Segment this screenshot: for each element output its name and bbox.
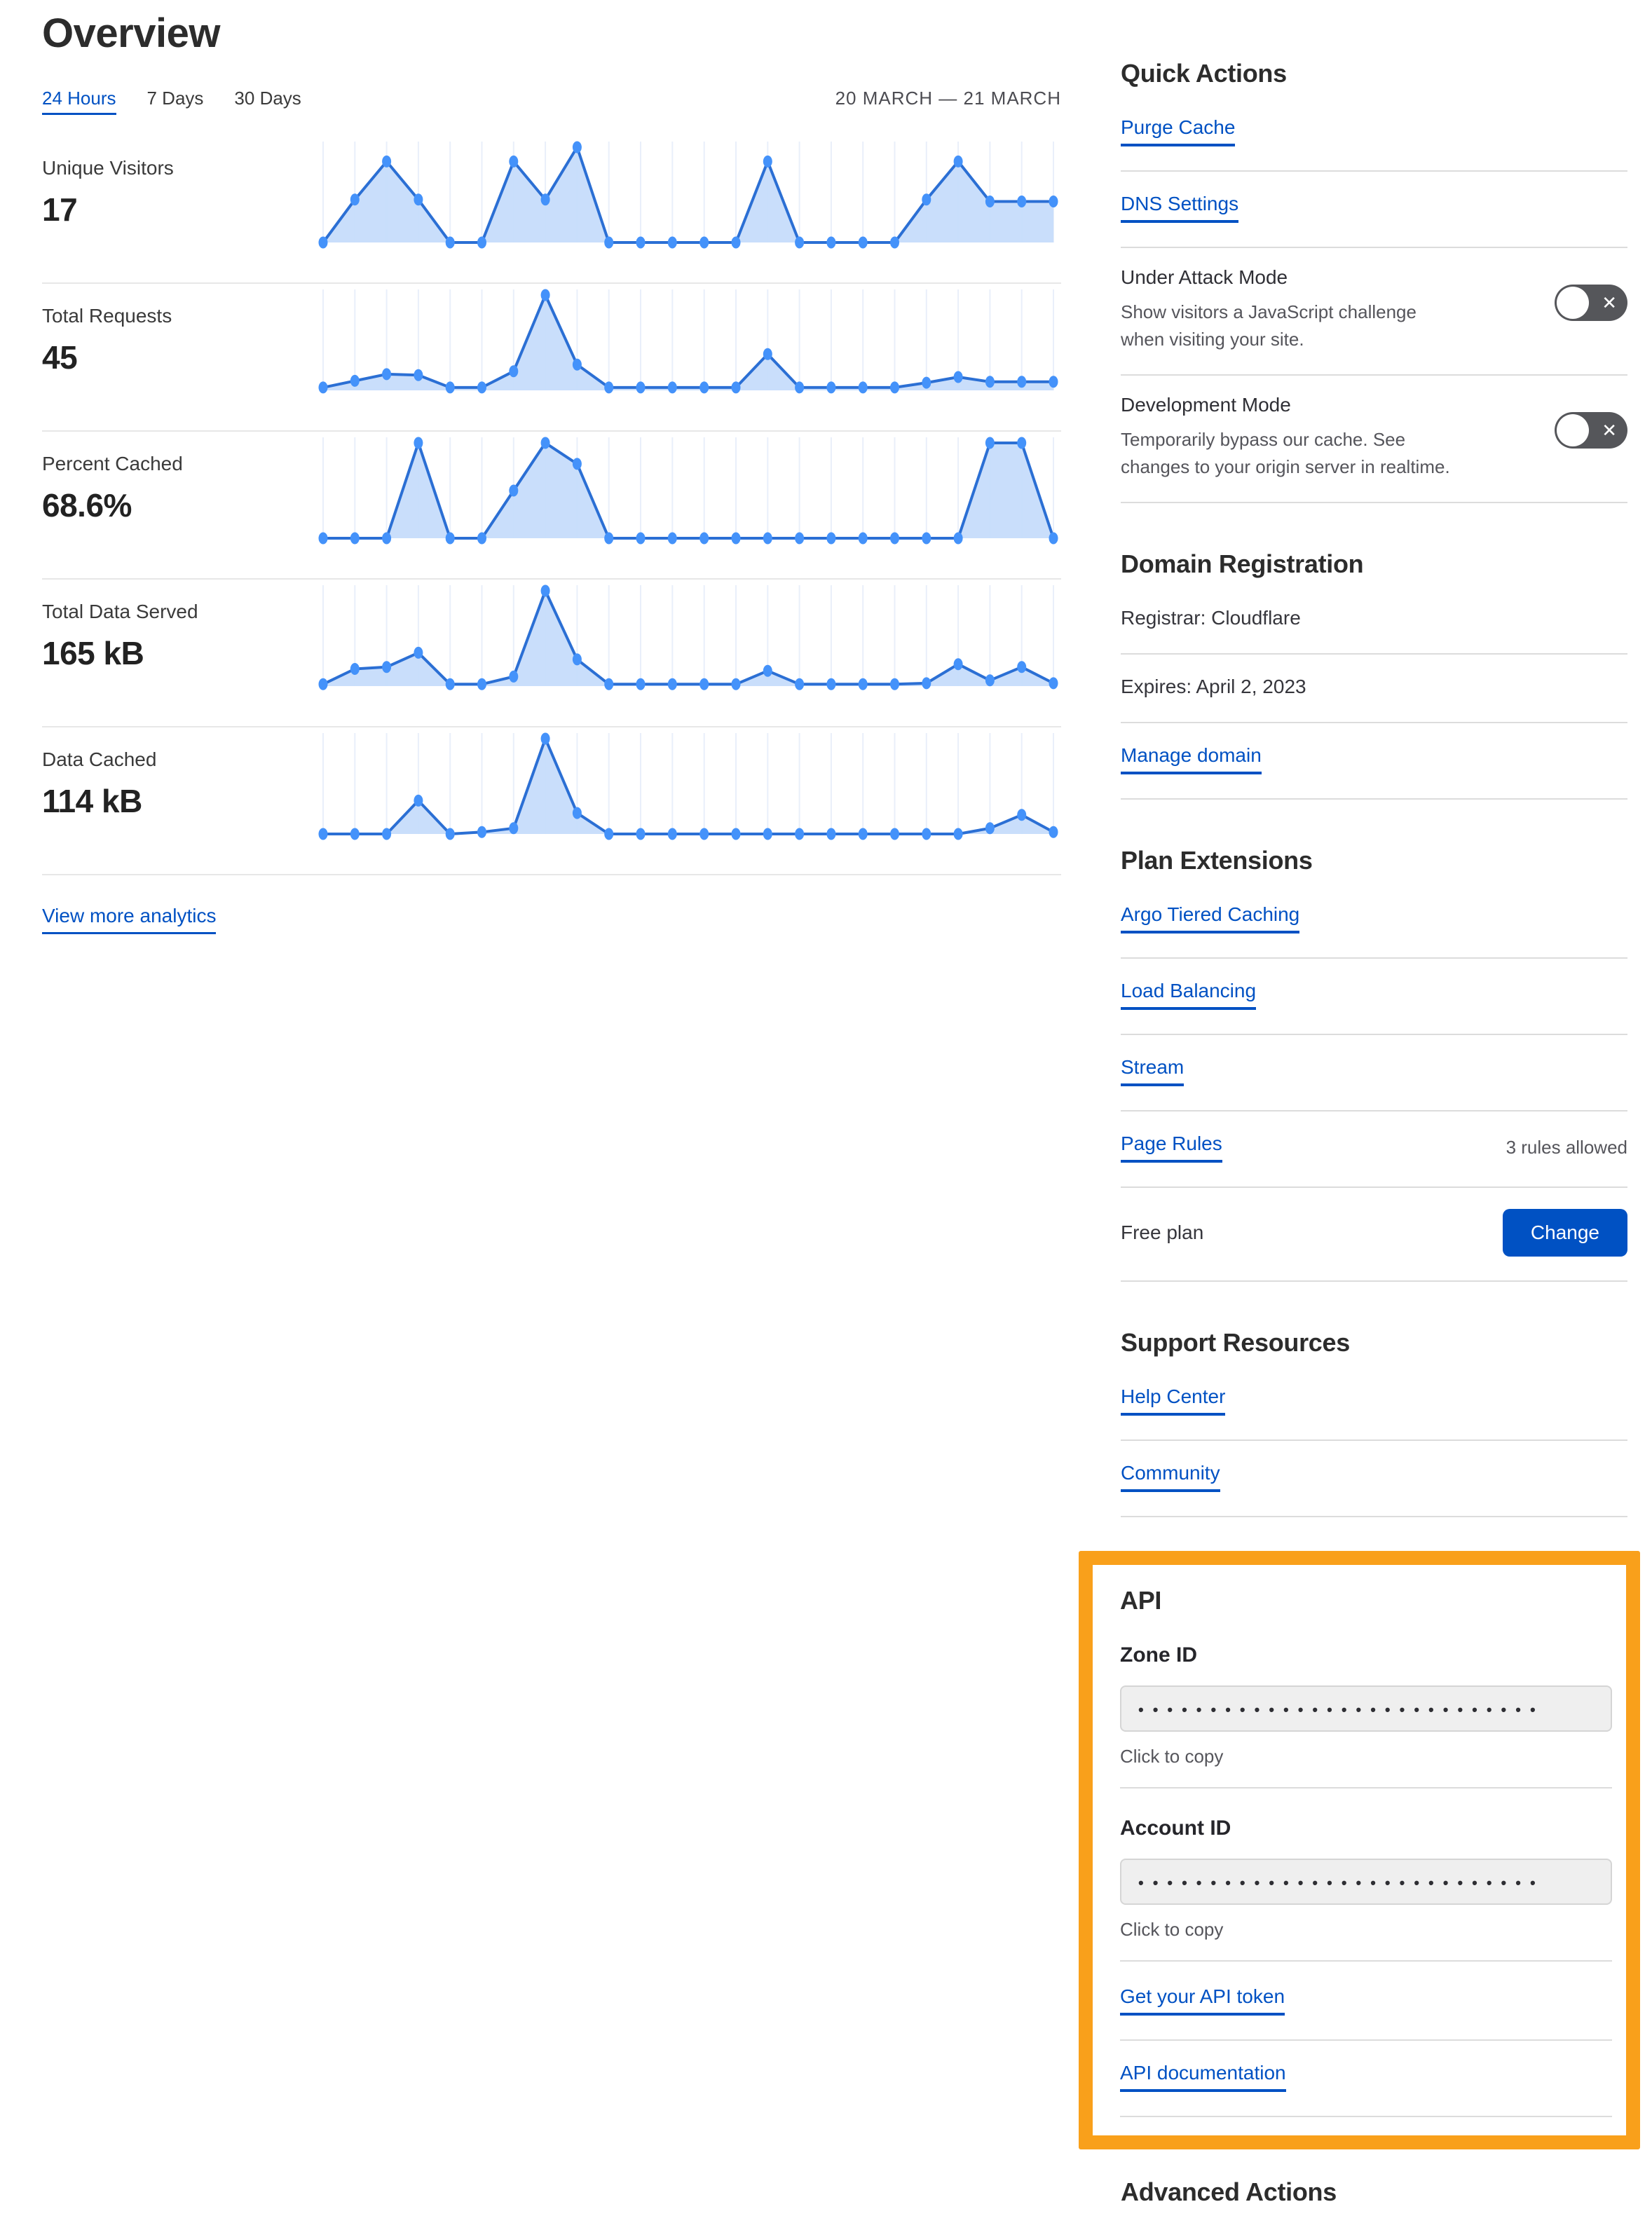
- sparkline-chart-total-data-served: [315, 581, 1061, 697]
- help-center-link[interactable]: Help Center: [1121, 1386, 1226, 1416]
- purge-cache-link[interactable]: Purge Cache: [1121, 116, 1236, 146]
- under-attack-mode-title: Under Attack Mode: [1121, 266, 1288, 288]
- metric-info: Data Cached 114 kB: [42, 748, 156, 820]
- metric-row-unique-visitors: Unique Visitors 17: [42, 136, 1061, 284]
- tab-24-hours[interactable]: 24 Hours: [42, 88, 116, 115]
- zone-id-copy-hint: Click to copy: [1120, 1746, 1224, 1767]
- zone-id-field[interactable]: ••••••••••••••••••••••••••••: [1120, 1685, 1612, 1732]
- development-mode-title: Development Mode: [1121, 394, 1291, 416]
- domain-registration-heading: Domain Registration: [1121, 549, 1364, 578]
- manage-domain-link[interactable]: Manage domain: [1121, 744, 1262, 774]
- sparkline-chart-percent-cached: [315, 433, 1061, 549]
- stream-link[interactable]: Stream: [1121, 1056, 1185, 1086]
- change-plan-button[interactable]: Change: [1502, 1209, 1627, 1257]
- plan-extensions-heading: Plan Extensions: [1121, 846, 1313, 875]
- development-mode-row: Development Mode Temporarily bypass our …: [1121, 376, 1627, 503]
- account-id-label: Account ID: [1120, 1817, 1231, 1840]
- metric-label: Total Data Served: [42, 601, 198, 622]
- community-link[interactable]: Community: [1121, 1462, 1220, 1492]
- page-title: Overview: [42, 11, 220, 56]
- advanced-action-row: Pause Cloudflare on Site: [1121, 2207, 1627, 2223]
- load-balancing-link[interactable]: Load Balancing: [1121, 980, 1257, 1010]
- metric-value: 68.6%: [42, 487, 132, 524]
- api-section-highlighted: API Zone ID ••••••••••••••••••••••••••••…: [1079, 1551, 1640, 2149]
- zone-id-masked-value: ••••••••••••••••••••••••••••: [1138, 1701, 1545, 1718]
- metric-info: Total Data Served 165 kB: [42, 601, 198, 672]
- metric-row-total-data-served: Total Data Served 165 kB: [42, 580, 1061, 727]
- analytics-column: Overview 24 Hours 7 Days 30 Days 20 MARC…: [42, 10, 1061, 934]
- quick-action-row: DNS Settings: [1121, 172, 1627, 248]
- metric-label: Data Cached: [42, 748, 157, 770]
- under-attack-mode-toggle[interactable]: ✕: [1555, 285, 1627, 321]
- tab-7-days[interactable]: 7 Days: [146, 88, 204, 109]
- quick-actions-heading: Quick Actions: [1121, 59, 1287, 88]
- page-rules-link[interactable]: Page Rules: [1121, 1133, 1222, 1163]
- date-range-label: 20 MARCH — 21 MARCH: [835, 88, 1061, 109]
- toggle-knob: [1557, 414, 1589, 446]
- metric-label: Total Requests: [42, 305, 172, 327]
- metric-value: 17: [42, 191, 78, 228]
- advanced-actions-heading: Advanced Actions: [1121, 2177, 1337, 2206]
- metric-value: 45: [42, 339, 78, 376]
- metric-info: Total Requests 45: [42, 305, 172, 376]
- page-rules-allowance: 3 rules allowed: [1506, 1137, 1627, 1158]
- plan-extension-row: Stream: [1121, 1035, 1627, 1112]
- metric-row-total-requests: Total Requests 45: [42, 284, 1061, 432]
- toggle-off-x-icon: ✕: [1602, 420, 1617, 441]
- api-heading: API: [1120, 1586, 1162, 1615]
- metric-label: Unique Visitors: [42, 157, 174, 179]
- support-row: Help Center: [1121, 1357, 1627, 1441]
- metric-row-data-cached: Data Cached 114 kB: [42, 727, 1061, 875]
- plan-name: Free plan: [1121, 1222, 1204, 1243]
- sparkline-chart-total-requests: [315, 285, 1061, 402]
- toggle-knob: [1557, 287, 1589, 319]
- api-docs-row: API documentation: [1120, 2041, 1612, 2117]
- metric-row-percent-cached: Percent Cached 68.6%: [42, 432, 1061, 580]
- account-id-copy-hint: Click to copy: [1120, 1919, 1224, 1940]
- api-documentation-link[interactable]: API documentation: [1120, 2062, 1286, 2092]
- page-rules-row: Page Rules 3 rules allowed: [1121, 1112, 1627, 1188]
- plan-row: Free plan Change: [1121, 1188, 1627, 1282]
- development-mode-description: Temporarily bypass our cache. See change…: [1121, 429, 1450, 477]
- api-token-row: Get your API token: [1120, 1962, 1612, 2041]
- metric-value: 114 kB: [42, 783, 142, 819]
- plan-extension-row: Argo Tiered Caching: [1121, 875, 1627, 959]
- quick-action-row: Purge Cache: [1121, 88, 1627, 172]
- manage-domain-row: Manage domain: [1121, 723, 1627, 800]
- sparkline-chart-unique-visitors: [315, 137, 1061, 254]
- sidebar: Quick Actions Purge Cache DNS Settings U…: [1079, 59, 1640, 2223]
- argo-tiered-caching-link[interactable]: Argo Tiered Caching: [1121, 903, 1300, 933]
- account-id-masked-value: ••••••••••••••••••••••••••••: [1138, 1874, 1545, 1892]
- development-mode-toggle[interactable]: ✕: [1555, 412, 1627, 449]
- support-resources-heading: Support Resources: [1121, 1328, 1350, 1357]
- toggle-off-x-icon: ✕: [1602, 292, 1617, 313]
- toggle-text: Development Mode Temporarily bypass our …: [1121, 394, 1450, 481]
- time-range-tabs: 24 Hours 7 Days 30 Days 20 MARCH — 21 MA…: [42, 88, 1061, 115]
- under-attack-mode-row: Under Attack Mode Show visitors a JavaSc…: [1121, 248, 1627, 376]
- metric-value: 165 kB: [42, 635, 144, 671]
- account-id-field[interactable]: ••••••••••••••••••••••••••••: [1120, 1859, 1612, 1905]
- metric-info: Percent Cached 68.6%: [42, 453, 183, 524]
- tab-30-days[interactable]: 30 Days: [234, 88, 301, 109]
- support-row: Community: [1121, 1441, 1627, 1517]
- plan-extension-row: Load Balancing: [1121, 959, 1627, 1035]
- zone-id-label: Zone ID: [1120, 1643, 1197, 1667]
- registrar-row: Registrar: Cloudflare: [1121, 579, 1627, 655]
- dns-settings-link[interactable]: DNS Settings: [1121, 193, 1239, 223]
- metric-label: Percent Cached: [42, 453, 183, 474]
- toggle-text: Under Attack Mode Show visitors a JavaSc…: [1121, 266, 1450, 353]
- sparkline-chart-data-cached: [315, 729, 1061, 845]
- get-api-token-link[interactable]: Get your API token: [1120, 1985, 1285, 2016]
- metric-info: Unique Visitors 17: [42, 157, 174, 228]
- account-id-block: Account ID •••••••••••••••••••••••••••• …: [1120, 1817, 1612, 1962]
- under-attack-mode-description: Show visitors a JavaScript challenge whe…: [1121, 301, 1417, 350]
- view-more-analytics-link[interactable]: View more analytics: [42, 905, 217, 934]
- expires-row: Expires: April 2, 2023: [1121, 655, 1627, 723]
- zone-id-block: Zone ID •••••••••••••••••••••••••••• Cli…: [1120, 1643, 1612, 1788]
